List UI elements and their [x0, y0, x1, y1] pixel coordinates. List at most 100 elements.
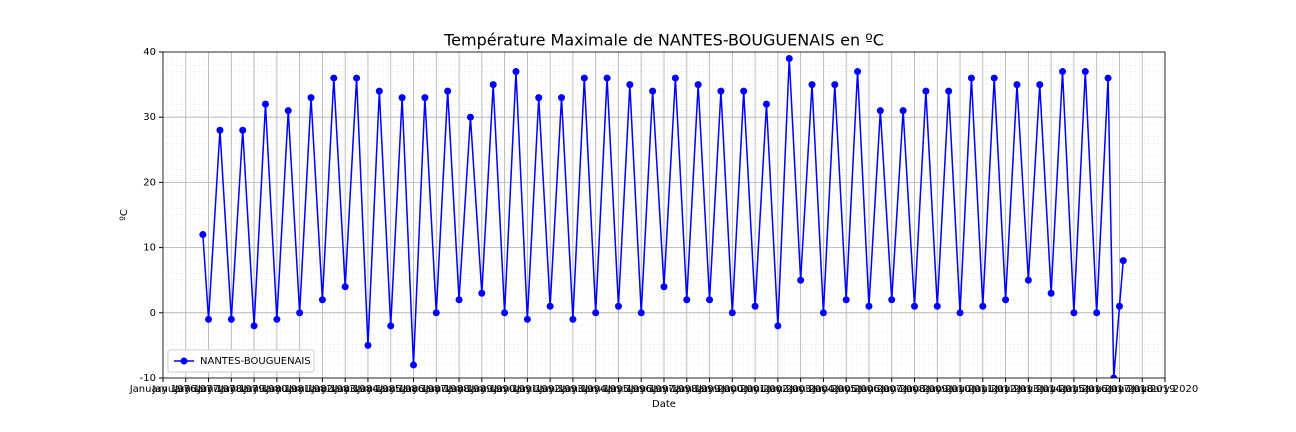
point	[1104, 74, 1112, 82]
point	[523, 315, 531, 323]
x-tick-label: January 1982	[265, 384, 333, 395]
x-tick-label: January 2020	[1131, 384, 1199, 395]
point	[216, 126, 224, 134]
x-tick-label: January 2011	[926, 384, 994, 395]
x-tick-label: January 1998	[630, 384, 698, 395]
point	[797, 276, 805, 284]
x-tick-label: January 1999	[652, 384, 720, 395]
point	[819, 309, 827, 317]
x-tick-label: January 1986	[356, 384, 424, 395]
point	[671, 74, 679, 82]
point	[876, 107, 884, 115]
point	[421, 94, 429, 102]
x-tick-label: January 1984	[311, 384, 379, 395]
x-tick-label: January 1995	[561, 384, 629, 395]
point	[273, 315, 281, 323]
point	[922, 87, 930, 95]
x-tick-label: January 2010	[903, 384, 971, 395]
point	[626, 81, 634, 89]
point	[1024, 276, 1032, 284]
point	[558, 94, 566, 102]
point	[501, 309, 509, 317]
x-tick-label: January 1978	[174, 384, 242, 395]
point	[1036, 81, 1044, 89]
point	[842, 296, 850, 304]
point	[199, 231, 207, 239]
point	[728, 309, 736, 317]
x-tick-label: January 1991	[470, 384, 538, 395]
x-tick-label: January 2012	[949, 384, 1017, 395]
point	[1119, 257, 1127, 265]
x-tick-label: January 2017	[1062, 384, 1130, 395]
x-tick-label: January 2002	[721, 384, 789, 395]
point	[740, 87, 748, 95]
point	[580, 74, 588, 82]
point	[854, 68, 862, 76]
point	[945, 87, 953, 95]
point	[888, 296, 896, 304]
point	[933, 302, 941, 310]
point	[1002, 296, 1010, 304]
point	[535, 94, 543, 102]
point	[637, 309, 645, 317]
x-tick-label: January 1994	[539, 384, 607, 395]
x-tick-label: January 2005	[789, 384, 857, 395]
point	[956, 309, 964, 317]
point	[284, 107, 292, 115]
point	[227, 315, 235, 323]
point	[660, 283, 668, 291]
legend-label: NANTES-BOUGUENAIS	[200, 356, 311, 367]
point	[1013, 81, 1021, 89]
series-line	[202, 58, 1124, 378]
point	[512, 68, 520, 76]
point	[250, 322, 258, 330]
point	[614, 302, 622, 310]
y-tick-label: 10	[143, 243, 156, 254]
point	[762, 100, 770, 108]
x-axis-label: Date	[652, 399, 676, 410]
legend-box	[167, 349, 315, 373]
x-tick-label: January 2016	[1040, 384, 1108, 395]
x-tick-label: January 1989	[425, 384, 493, 395]
point	[808, 81, 816, 89]
point	[239, 126, 247, 134]
point	[489, 81, 497, 89]
x-tick-label: January 1997	[607, 384, 675, 395]
x-tick-label: January 2013	[971, 384, 1039, 395]
x-tick-label: January 1992	[493, 384, 561, 395]
y-axis-label: ºC	[119, 209, 130, 221]
point	[979, 302, 987, 310]
point	[1093, 309, 1101, 317]
x-tick-label: January 1988	[402, 384, 470, 395]
point	[341, 283, 349, 291]
point	[353, 74, 361, 82]
point	[1115, 302, 1123, 310]
point	[364, 341, 372, 349]
point	[1110, 374, 1118, 378]
point	[774, 322, 782, 330]
x-tick-label: January 1990	[448, 384, 516, 395]
chart-title: Température Maximale de NANTES-BOUGUENAI…	[443, 31, 884, 50]
point	[899, 107, 907, 115]
axes-frame	[162, 51, 1166, 379]
point	[990, 74, 998, 82]
point	[444, 87, 452, 95]
point	[432, 309, 440, 317]
point	[410, 361, 417, 369]
point	[865, 302, 873, 310]
x-tick-label: January 2008	[857, 384, 925, 395]
x-tick-label: January 1993	[516, 384, 584, 395]
point	[330, 74, 338, 82]
point	[375, 87, 383, 95]
point	[1070, 309, 1078, 317]
x-tick-label: January 2001	[698, 384, 766, 395]
x-tick-label: January 1980	[220, 384, 288, 395]
x-tick-label: January 2019	[1108, 384, 1176, 395]
point	[546, 302, 554, 310]
point	[455, 296, 463, 304]
x-tick-label: January 2003	[744, 384, 812, 395]
point	[466, 113, 474, 121]
point	[831, 81, 839, 89]
legend-marker	[180, 357, 188, 365]
x-tick-label: January 2009	[880, 384, 948, 395]
